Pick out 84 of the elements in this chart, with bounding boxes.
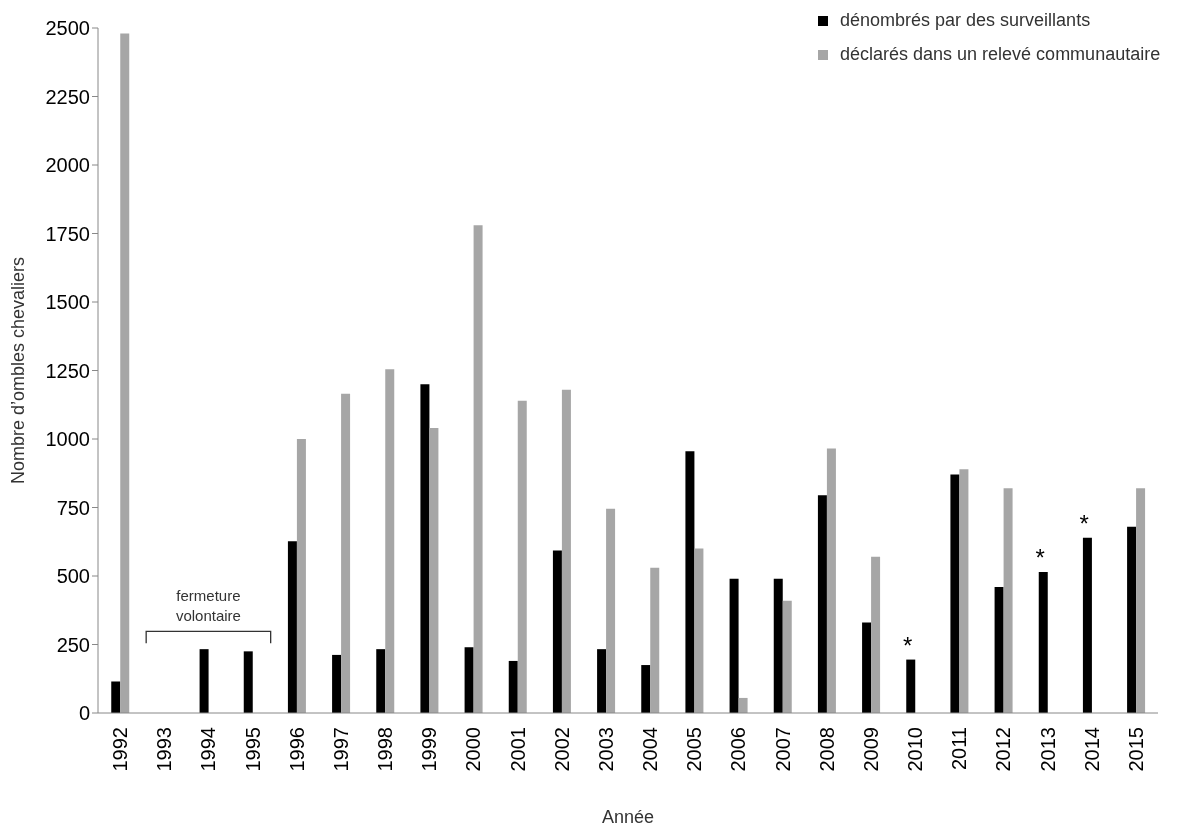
x-tick-label: 1997 [329,727,352,772]
annotation: * [1079,509,1089,537]
bar [561,389,571,713]
legend-label: dénombrés par des surveillants [840,9,1091,32]
bar [871,556,881,713]
bar [287,541,297,713]
bar [1127,526,1137,713]
bar [420,384,430,713]
annotation: * [1035,543,1045,571]
y-tick-label: 0 [78,702,90,725]
x-tick-label: 2006 [727,727,750,772]
bar [517,400,527,713]
bar [120,33,130,713]
bar [729,578,739,713]
bar [773,578,783,713]
bar [906,659,916,713]
x-tick-label: 2009 [859,727,882,772]
x-axis-title: Année [601,807,655,827]
bar [641,665,651,713]
x-tick-label: 2011 [948,727,971,771]
bar [862,622,872,713]
x-tick-label: 2013 [1036,727,1059,772]
y-tick-label: 1000 [45,428,90,451]
bar [685,451,695,713]
y-tick-label: 500 [56,565,90,588]
bar [464,647,474,713]
x-tick-label: 2003 [594,727,617,772]
y-tick-label: 250 [56,633,90,656]
y-tick-label: 1250 [45,359,90,382]
bar [597,649,607,713]
x-tick-label: 2004 [639,727,662,772]
y-tick-label: 1750 [45,222,90,245]
x-tick-label: 2005 [683,727,706,772]
bar [473,225,483,713]
bar [950,474,960,713]
bar [296,439,306,713]
bar [959,469,969,713]
bar [332,654,342,713]
bar [1082,537,1092,713]
x-tick-label: 1996 [285,727,308,772]
bar [429,428,439,713]
x-tick-label: 2000 [462,727,485,772]
bar [341,393,351,713]
x-tick-label: 2001 [506,727,529,772]
bar [385,369,395,713]
x-tick-label: 1994 [197,727,220,772]
bar [243,651,253,713]
y-axis-title: Nombre d’ombles chevaliers [8,256,29,485]
x-tick-label: 2012 [992,727,1015,772]
legend-label: déclarés dans un relevé communautaire [840,43,1161,66]
x-tick-label: 1999 [418,727,441,772]
annotation: * [902,631,913,659]
bar [994,586,1004,713]
bar [782,600,792,713]
x-tick-label: 1992 [109,727,132,772]
x-tick-label: 1998 [374,727,397,772]
bar [376,649,386,713]
bar [508,660,518,713]
x-tick-label: 2002 [550,727,573,772]
y-tick-label: 2500 [45,17,90,40]
bar [1038,571,1048,713]
x-tick-label: 1993 [153,727,176,772]
y-tick-label: 2000 [45,154,90,177]
x-tick-label: 2010 [904,727,927,772]
bar [552,550,562,713]
bar [826,448,836,713]
bar [817,495,827,713]
x-tick-label: 2015 [1124,727,1147,772]
bar [738,697,748,713]
x-tick-label: 1995 [241,727,264,772]
annotation: fermeture volontaire [175,587,241,625]
y-tick-label: 1500 [45,291,90,314]
x-tick-label: 2008 [815,727,838,772]
bar [694,548,704,713]
bar [650,567,660,713]
x-tick-label: 2007 [771,727,794,772]
bar [606,508,616,713]
y-tick-label: 750 [56,496,90,519]
x-tick-label: 2014 [1080,727,1103,772]
bar [1003,488,1013,713]
bar [1136,488,1146,713]
y-tick-label: 2250 [45,85,90,108]
bar [111,681,121,713]
bar [199,649,209,713]
